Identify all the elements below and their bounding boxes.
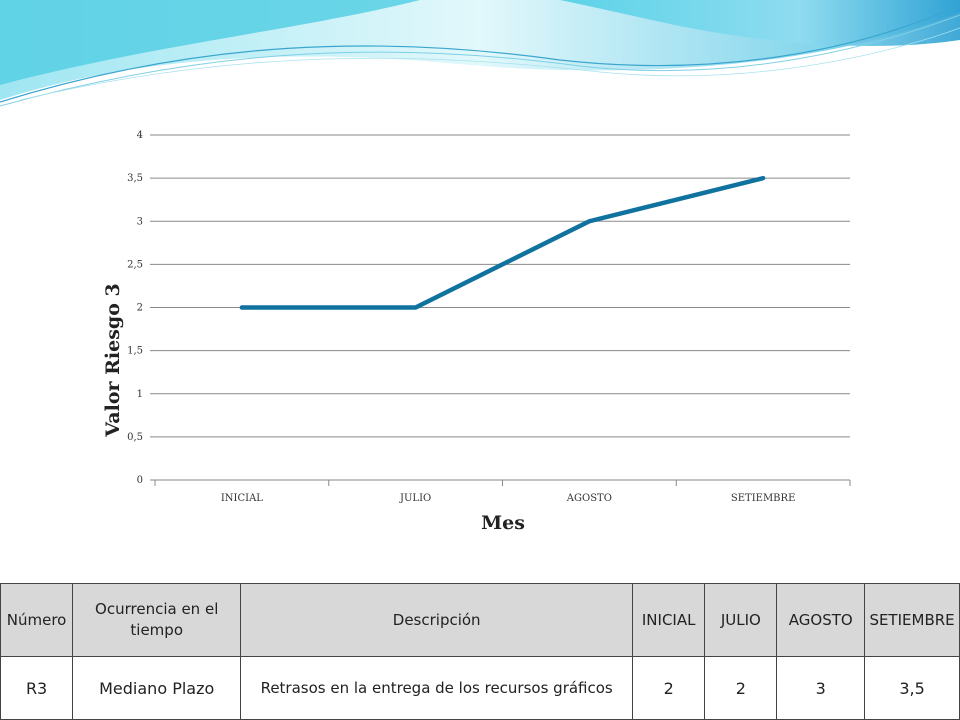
chart-area: 0 0,5 1 1,5 2 2,5 3 3,5 4 INICIAL JULIO AGOSTO SETI… [0,120,960,550]
line-chart: 0 0,5 1 1,5 2 2,5 3 3,5 4 INICIAL JULIO AGOSTO SETI… [102,130,851,534]
y-tick-label: 0 [137,475,143,486]
y-ticks: 0 0,5 1 1,5 2 2,5 3 3,5 4 [127,130,155,486]
x-tick-label: INICIAL [221,493,263,504]
header-agosto: AGOSTO [776,583,866,657]
risk-table: Número Ocurrencia en el tiempo Descripci… [0,583,960,720]
table-header-row: Número Ocurrencia en el tiempo Descripci… [0,583,960,657]
y-tick-label: 1 [137,389,143,400]
cell-setiembre: 3,5 [864,656,960,720]
y-tick-label: 2 [137,303,143,314]
header-ocurrencia: Ocurrencia en el tiempo [72,583,242,657]
x-axis-label: Mes [481,512,525,534]
series-line [239,175,766,310]
y-tick-label: 0,5 [127,432,143,443]
y-tick-label: 3 [137,216,143,227]
header-inicial: INICIAL [632,583,706,657]
cell-ocurrencia: Mediano Plazo [72,656,242,720]
header-descripcion: Descripción [240,583,634,657]
header-numero: Número [0,583,74,657]
cell-numero: R3 [0,656,74,720]
header-julio: JULIO [704,583,778,657]
x-tick-label: JULIO [399,493,431,504]
x-tick-label: SETIEMBRE [731,493,796,504]
cell-descripcion: Retrasos en la entrega de los recursos g… [240,656,634,720]
header-swoosh-decoration [0,0,960,107]
table-row: R3 Mediano Plazo Retrasos en la entrega … [0,656,960,720]
cell-agosto: 3 [776,656,866,720]
y-tick-label: 2,5 [127,259,143,270]
cell-inicial: 2 [632,656,706,720]
cell-julio: 2 [704,656,778,720]
y-tick-label: 1,5 [127,346,143,357]
x-ticks: INICIAL JULIO AGOSTO SETIEMBRE [154,480,851,504]
x-tick-label: AGOSTO [566,493,612,504]
header-setiembre: SETIEMBRE [864,583,960,657]
y-tick-label: 4 [137,130,143,141]
y-tick-label: 3,5 [127,173,143,184]
y-axis-label: Valor Riesgo 3 [102,283,124,437]
